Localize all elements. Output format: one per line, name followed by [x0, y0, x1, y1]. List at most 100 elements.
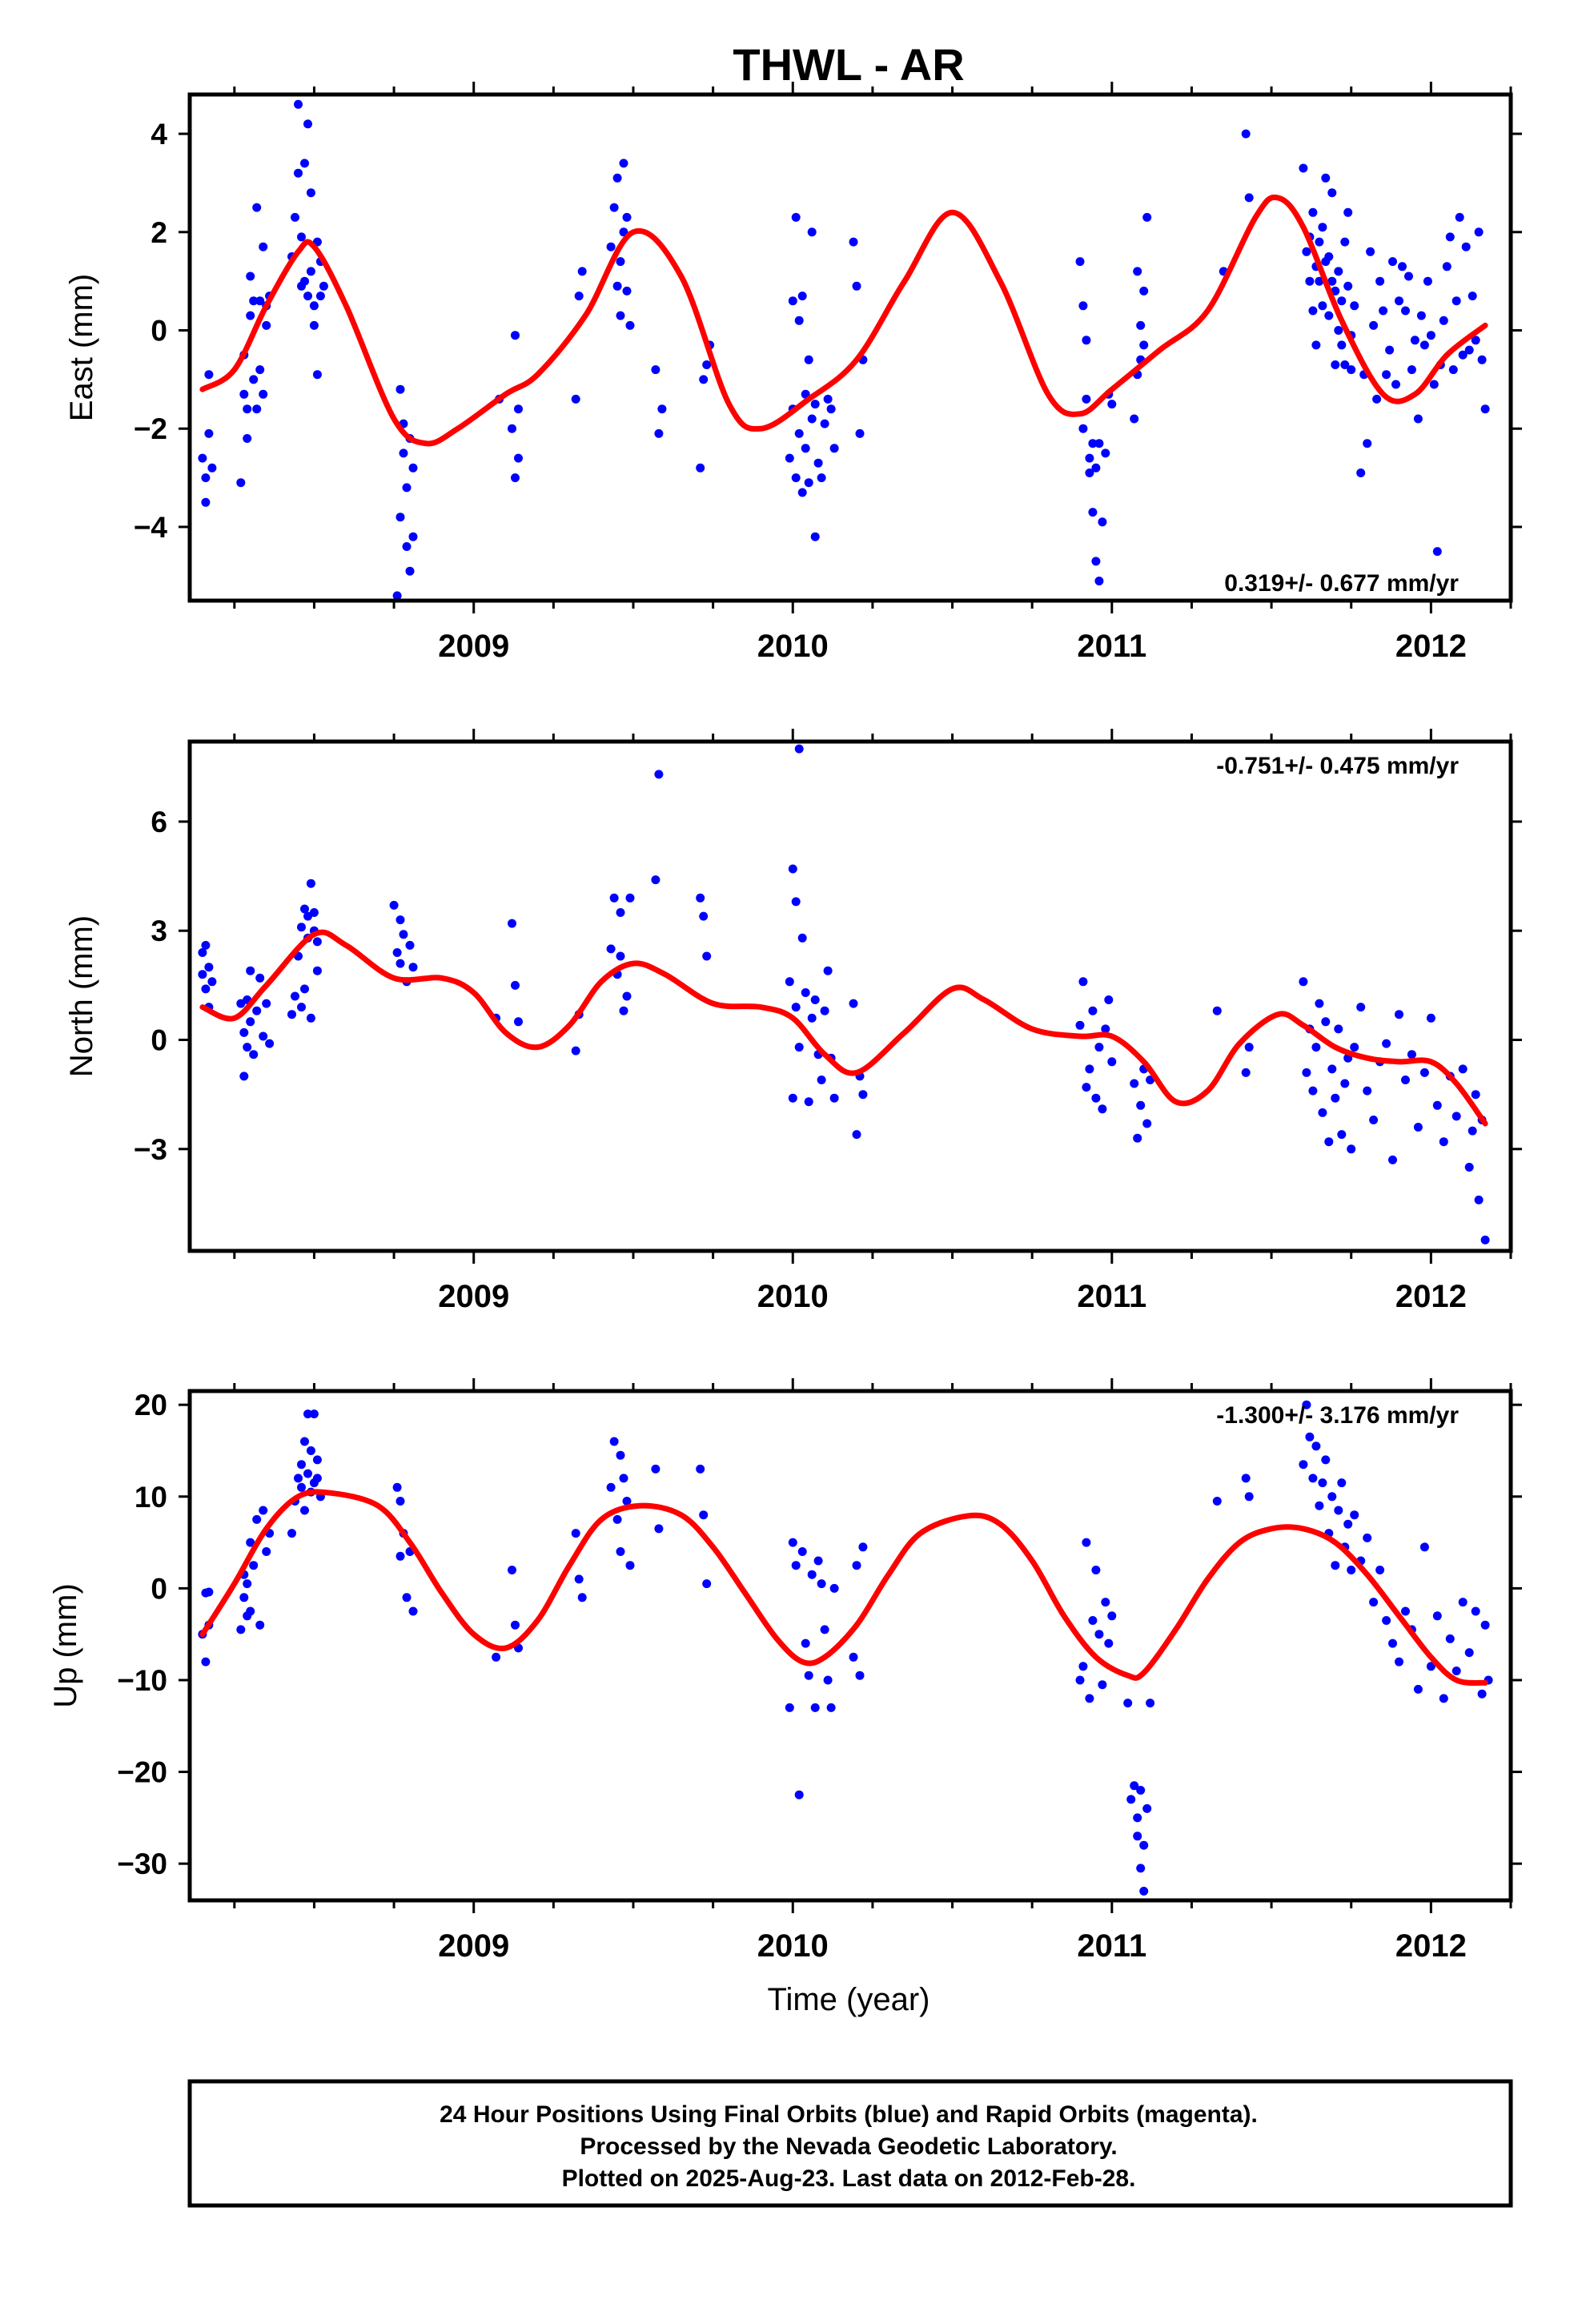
model-curve — [199, 1489, 1488, 1686]
data-point — [246, 1538, 255, 1547]
data-point — [399, 930, 408, 939]
data-point — [514, 404, 523, 414]
data-point — [1101, 448, 1110, 458]
data-point — [1407, 365, 1416, 375]
data-point — [1340, 237, 1350, 247]
data-point — [408, 963, 418, 972]
y-tick-label: 10 — [135, 1481, 167, 1514]
data-point — [408, 463, 418, 472]
data-point — [1488, 0, 1496, 5]
data-point — [1426, 331, 1435, 340]
data-point — [1455, 212, 1464, 222]
data-point — [1423, 276, 1432, 286]
data-point — [1094, 577, 1104, 585]
x-tick-label: 2012 — [1395, 1279, 1467, 1314]
data-point — [1101, 1598, 1110, 1607]
data-point — [817, 473, 826, 483]
data-point — [1133, 1813, 1142, 1823]
y-tick-label: −30 — [117, 1848, 167, 1880]
data-point — [243, 1043, 252, 1052]
data-point — [1101, 1024, 1110, 1034]
data-point — [1382, 1616, 1391, 1625]
data-point — [198, 948, 207, 957]
data-point — [654, 1524, 664, 1534]
data-point — [1299, 1460, 1308, 1470]
data-point — [612, 281, 622, 291]
data-point — [699, 1510, 709, 1520]
data-point — [297, 1460, 306, 1470]
data-point — [1082, 1538, 1091, 1547]
data-point — [1337, 296, 1347, 306]
y-tick-label: 0 — [151, 1572, 167, 1605]
data-point — [294, 1474, 303, 1483]
data-point — [1136, 320, 1146, 330]
data-point — [820, 419, 829, 428]
data-point — [1244, 193, 1254, 203]
data-point — [1464, 1648, 1474, 1658]
data-point — [1139, 1840, 1149, 1850]
data-point — [287, 1529, 296, 1538]
data-point — [616, 257, 625, 267]
data-point — [249, 1050, 259, 1059]
data-point — [1308, 306, 1318, 316]
data-point — [1388, 1638, 1397, 1648]
data-point — [405, 940, 415, 950]
footer-frame — [187, 2079, 1513, 2208]
data-point — [1419, 1542, 1429, 1552]
data-point — [511, 980, 520, 990]
data-point — [574, 292, 584, 301]
y-axis-title: Up (mm) — [48, 1583, 83, 1708]
data-point — [300, 1437, 309, 1446]
data-point — [625, 1561, 635, 1570]
data-point — [1388, 257, 1397, 267]
data-point — [249, 375, 259, 384]
x-axis-title: Time (year) — [768, 1982, 930, 2017]
data-point — [702, 1579, 712, 1589]
data-point — [807, 414, 817, 424]
data-point — [1477, 355, 1487, 364]
data-point — [291, 991, 299, 1001]
data-point — [1395, 1010, 1403, 1019]
data-point — [1324, 252, 1334, 261]
data-point — [1088, 1006, 1098, 1015]
data-point — [1379, 306, 1388, 316]
data-point — [1334, 326, 1343, 335]
x-tick-label: 2011 — [1077, 1928, 1146, 1964]
data-point — [1324, 1137, 1334, 1147]
data-point — [1098, 517, 1107, 527]
data-point — [1315, 1501, 1324, 1510]
data-point — [1439, 316, 1448, 325]
data-point — [571, 394, 580, 404]
data-point — [319, 281, 328, 291]
data-point — [1146, 1699, 1155, 1708]
data-point — [1327, 188, 1337, 198]
data-point — [236, 478, 246, 488]
data-point — [804, 478, 813, 488]
data-point — [788, 1538, 797, 1547]
data-point — [1407, 1050, 1416, 1059]
data-point — [657, 404, 667, 414]
data-point — [1085, 1064, 1094, 1074]
data-point — [1419, 1068, 1429, 1077]
data-point — [1429, 380, 1439, 389]
data-point — [616, 951, 625, 961]
data-point — [1315, 237, 1324, 247]
data-point — [1356, 468, 1366, 477]
data-point — [1078, 424, 1088, 433]
data-point — [1133, 1831, 1142, 1841]
data-point — [810, 400, 820, 409]
data-point — [1082, 394, 1091, 404]
data-point — [511, 331, 520, 340]
data-point — [1432, 1611, 1442, 1621]
data-point — [702, 951, 712, 961]
data-point — [1311, 340, 1321, 350]
model-curve — [199, 929, 1488, 1127]
data-point — [1480, 1620, 1490, 1630]
data-point — [1302, 1068, 1311, 1077]
data-point — [1432, 1100, 1442, 1110]
data-point — [699, 375, 709, 384]
data-point — [306, 267, 315, 276]
data-point — [606, 242, 616, 251]
data-point — [1321, 1455, 1331, 1465]
data-point — [616, 311, 625, 320]
